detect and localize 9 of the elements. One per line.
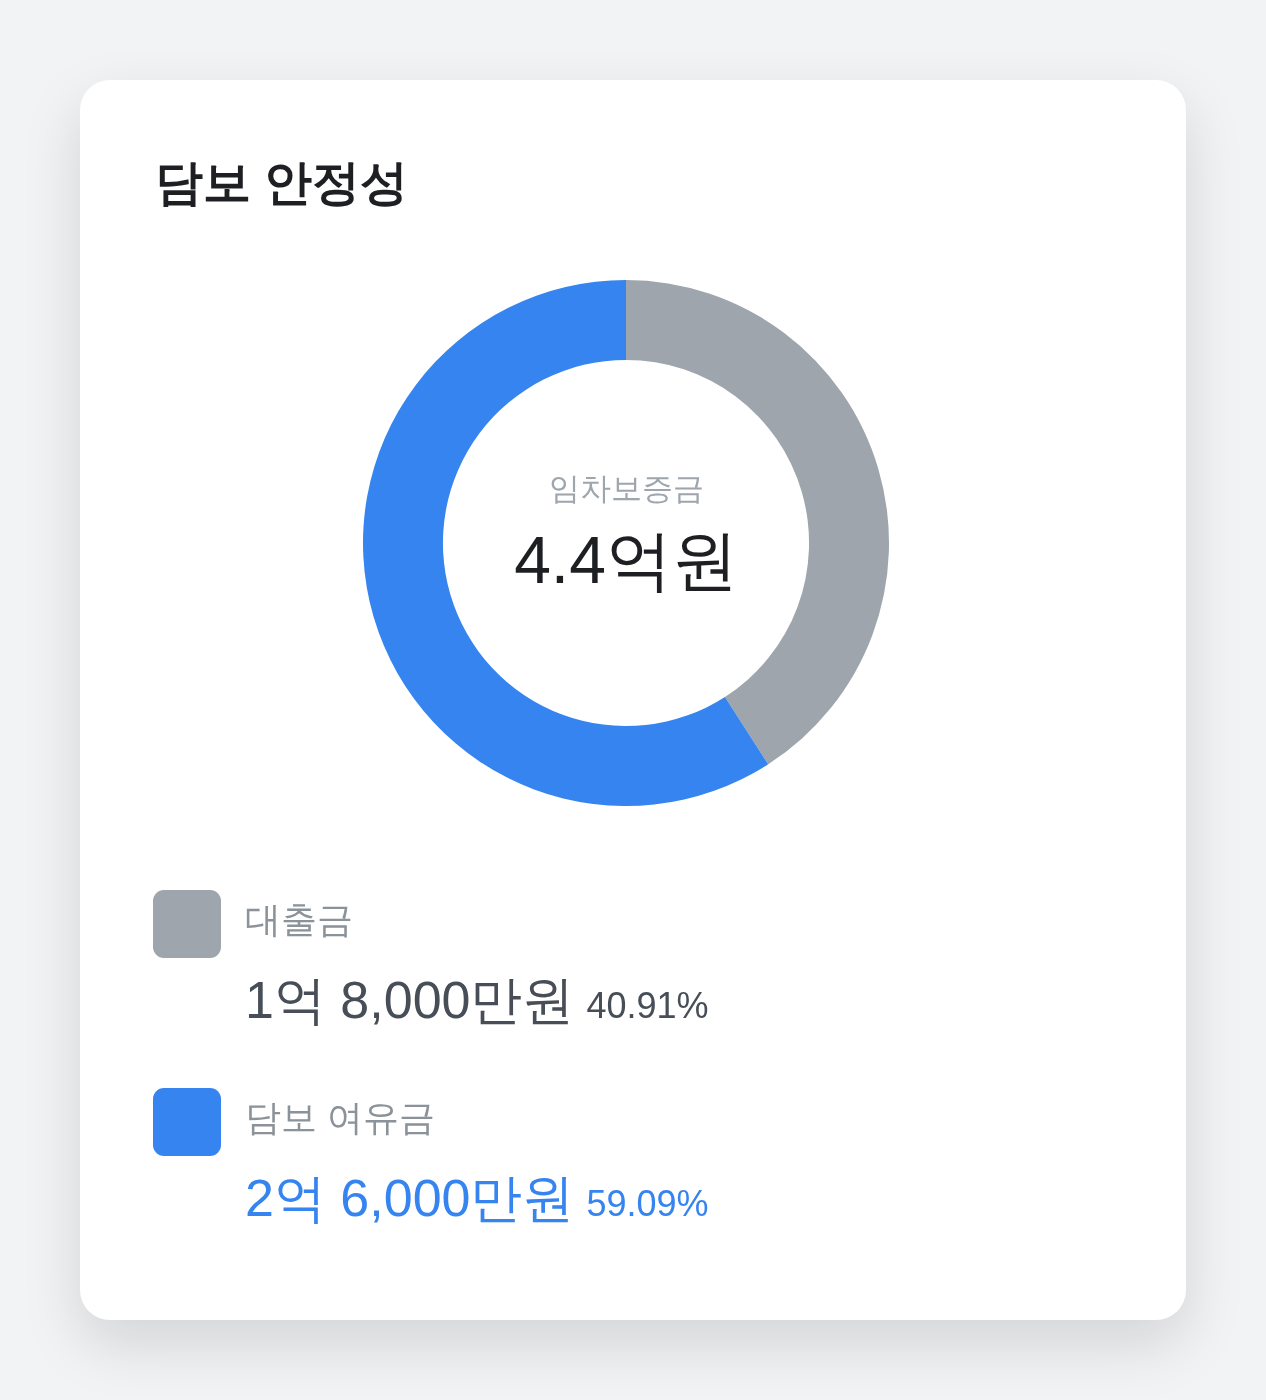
text: 2억 6,000만원 [245, 1169, 575, 1227]
text: 임차보증금 [548, 470, 704, 506]
legend-label: 대출금 [245, 898, 353, 940]
legend-label: 담보 여유금 [245, 1096, 436, 1138]
text: 1억 8,000만원 [245, 971, 575, 1029]
text: 4.4억원 [514, 523, 738, 598]
text: 59.09% [586, 1183, 709, 1224]
chart-title: 담보 안정성 [155, 156, 409, 210]
text: 40.91% [586, 985, 709, 1026]
